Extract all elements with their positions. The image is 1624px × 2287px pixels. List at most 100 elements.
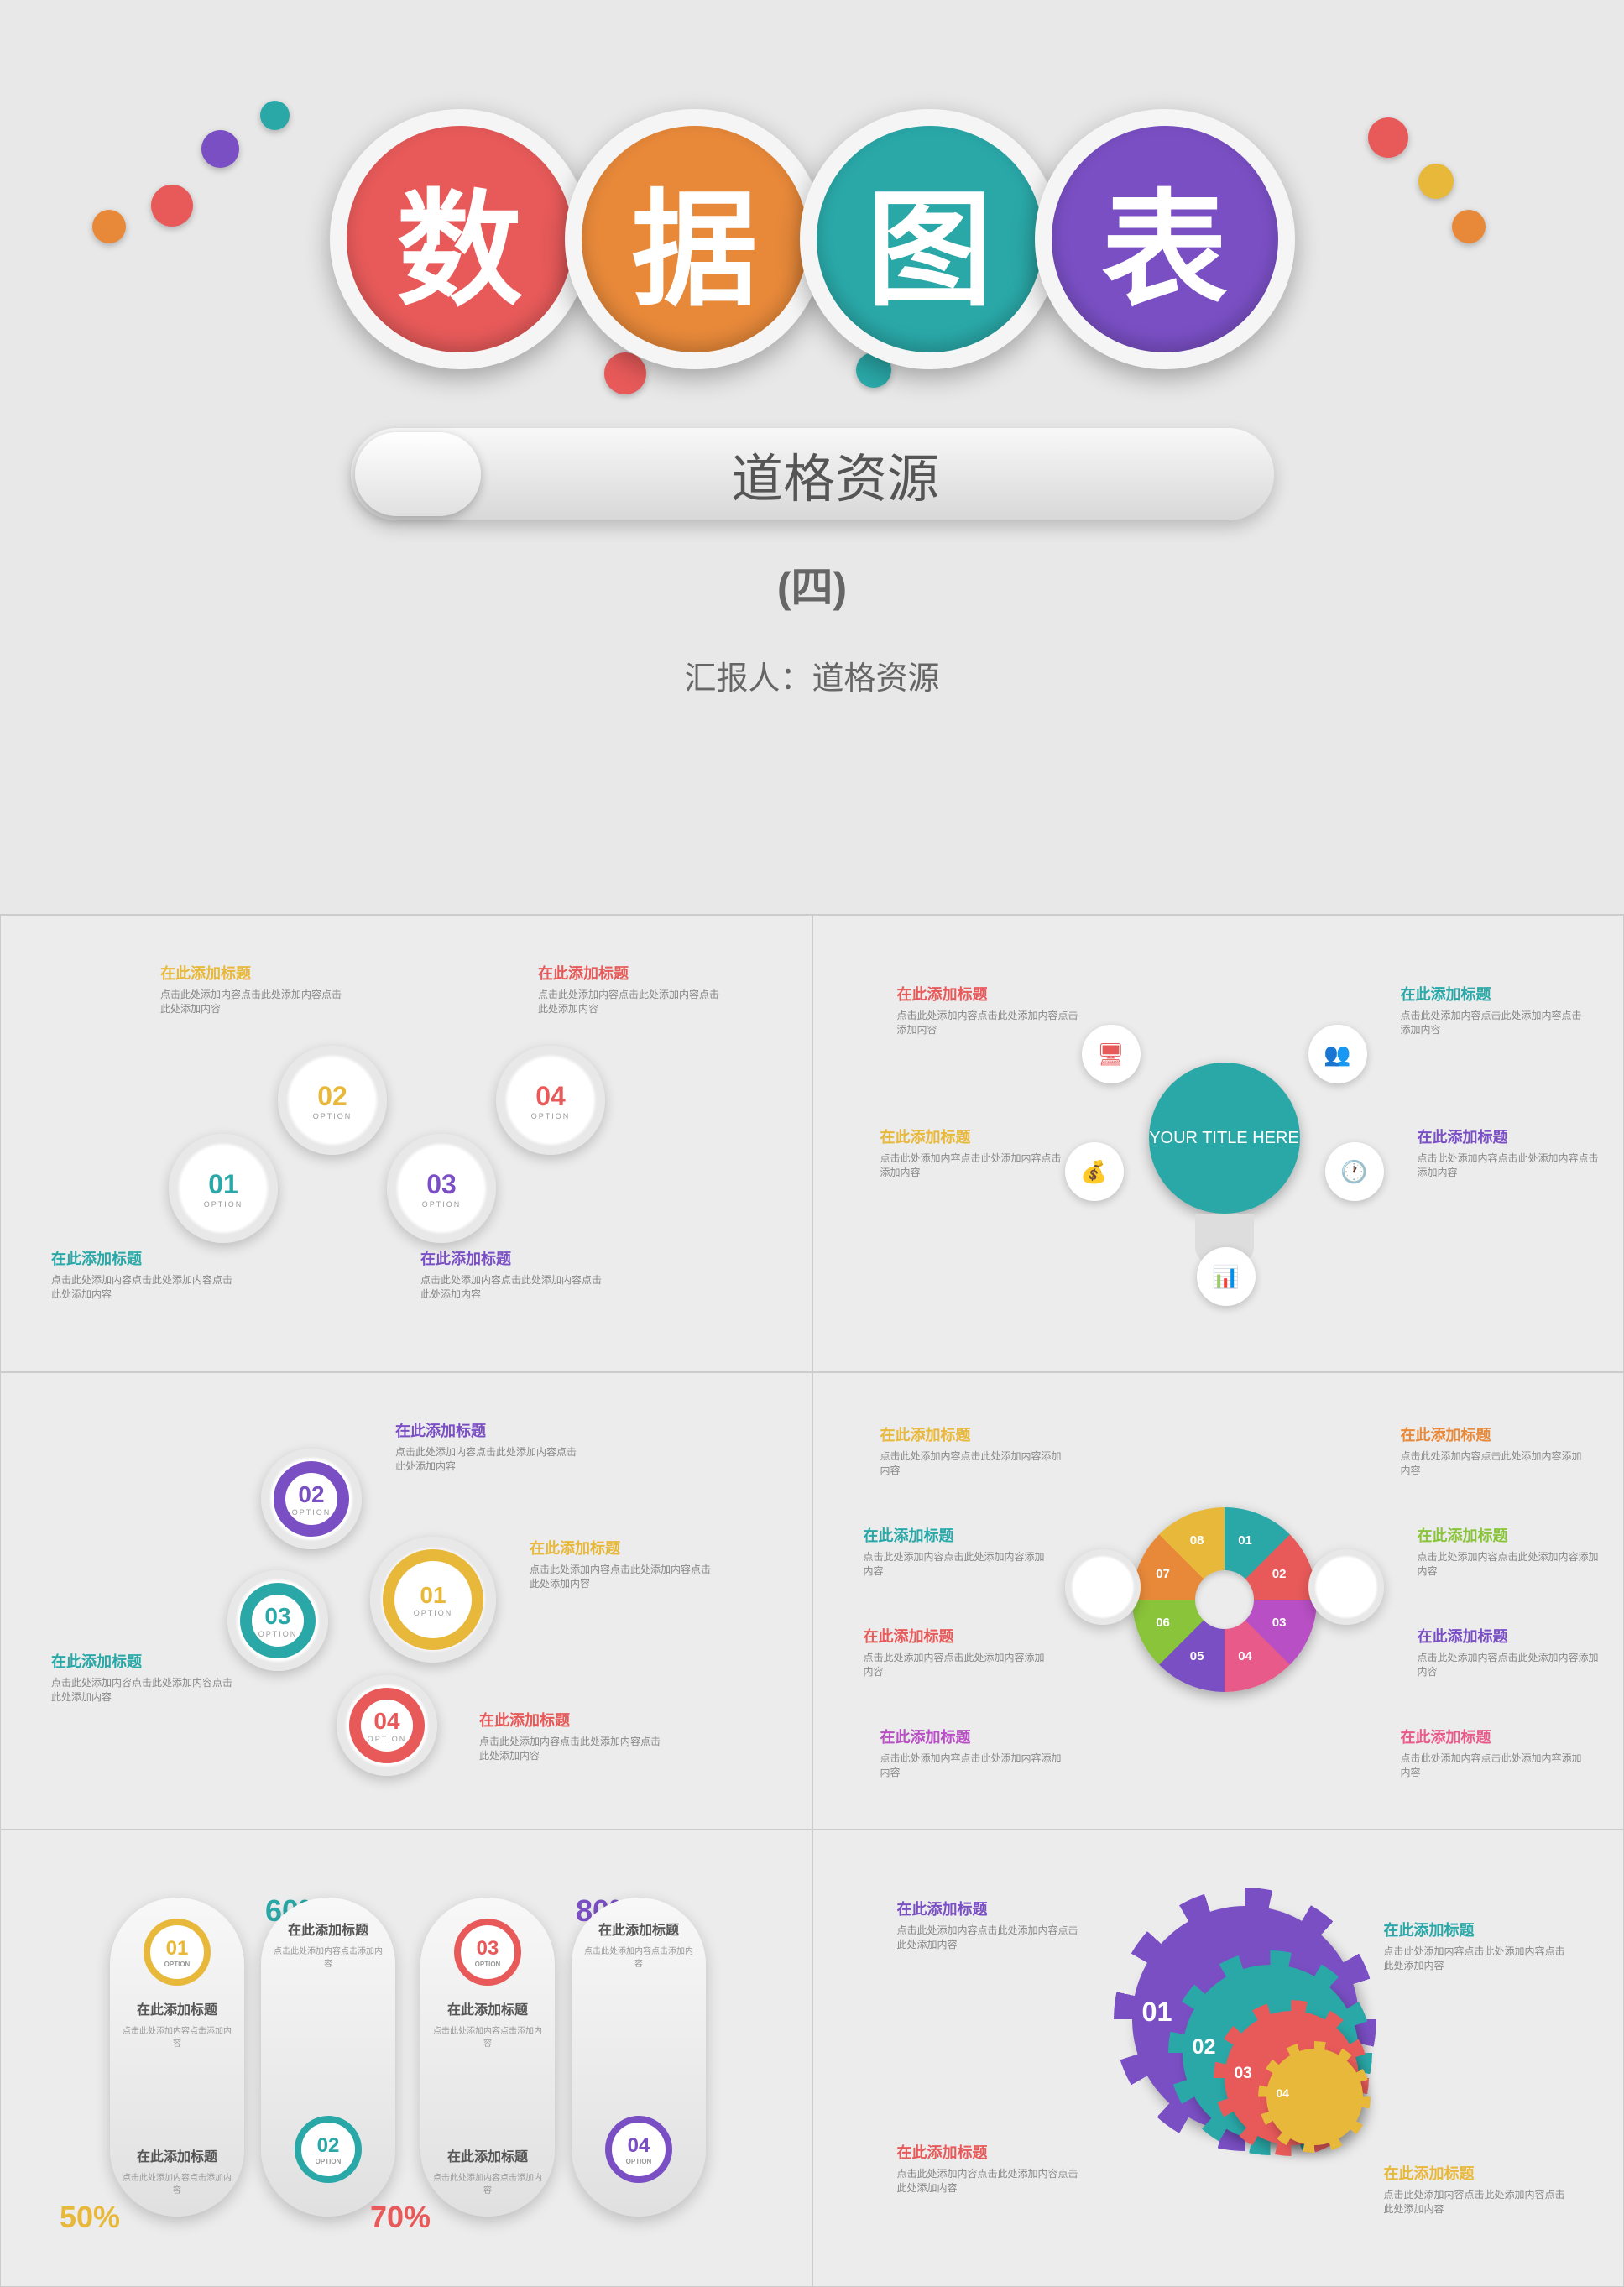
bulb-center: YOUR TITLE HERE	[1149, 1063, 1300, 1214]
label: 在此添加标题 点击此处添加内容点击此处添加内容点击此处添加内容	[538, 962, 723, 1016]
gear-number: 02	[317, 1081, 347, 1112]
label: 在此添加标题 点击此处添加内容点击此处添加内容添加内容	[1418, 1524, 1602, 1579]
slide-2-bulb: YOUR TITLE HERE 🖥👥💰🕐📊 在此添加标题 点击此处添加内容点击此…	[812, 915, 1624, 1372]
capsule-title: 在此添加标题	[137, 1998, 217, 2018]
capsule-desc: 点击此处添加内容点击添加内容	[274, 1944, 383, 1969]
segment-wheel: 0102030405060708	[1132, 1507, 1317, 1692]
label-desc: 点击此处添加内容点击此处添加内容添加内容	[864, 1651, 1048, 1679]
capsule-desc: 点击此处添加内容点击添加内容	[433, 2023, 542, 2049]
label-desc: 点击此处添加内容点击此处添加内容点击添加内容	[1418, 1151, 1602, 1180]
side-gear-icon	[1065, 1549, 1141, 1625]
label-desc: 点击此处添加内容点击此处添加内容点击此处添加内容	[1384, 1945, 1569, 1973]
label-desc: 点击此处添加内容点击此处添加内容点击此处添加内容	[479, 1735, 664, 1763]
gear-option: OPTION	[422, 1200, 462, 1209]
gear3d-teeth	[1258, 2041, 1370, 2153]
segment-num: 05	[1190, 1649, 1204, 1663]
gear-number: 01	[208, 1169, 238, 1200]
label-desc: 点击此处添加内容点击此处添加内容点击此处添加内容	[1384, 2188, 1569, 2217]
label: 在此添加标题 点击此处添加内容点击此处添加内容点击此处添加内容	[897, 2141, 1082, 2196]
label: 在此添加标题 点击此处添加内容点击此处添加内容点击此处添加内容	[530, 1537, 714, 1591]
slide-6-gears3d: 01 02 03 04 在此添加标题 点击此处添加内容点击此处添加内容点击此处添…	[812, 1830, 1624, 2287]
slide-1-gears: 01 OPTION 02 OPTION 03 OPTION 04 OPTION …	[0, 915, 812, 1372]
gear3d-num: 03	[1235, 2065, 1252, 2083]
label-desc: 点击此处添加内容点击此处添加内容点击此处添加内容	[420, 1273, 605, 1302]
label-desc: 点击此处添加内容点击此处添加内容点击此处添加内容	[897, 1924, 1082, 1952]
label-desc: 点击此处添加内容点击此处添加内容点击此处添加内容	[51, 1273, 236, 1302]
label-title: 在此添加标题	[395, 1419, 580, 1441]
label: 在此添加标题 点击此处添加内容点击此处添加内容点击此处添加内容	[395, 1419, 580, 1474]
label-title: 在此添加标题	[1418, 1524, 1602, 1546]
ring-gear-icon: 01OPTION	[370, 1537, 496, 1663]
gear-icon: 01 OPTION	[169, 1134, 278, 1243]
label: 在此添加标题 点击此处添加内容点击此处添加内容添加内容	[1401, 1726, 1585, 1780]
label: 在此添加标题 点击此处添加内容点击此处添加内容添加内容	[1401, 1423, 1585, 1478]
ring-number: 01OPTION	[414, 1582, 453, 1617]
label-desc: 点击此处添加内容点击此处添加内容点击此处添加内容	[897, 2167, 1082, 2196]
label-desc: 点击此处添加内容点击此处添加内容添加内容	[880, 1449, 1065, 1478]
percent-bottom: 50%	[60, 2200, 120, 2235]
label-title: 在此添加标题	[1401, 1726, 1585, 1747]
slide-5-capsules: 60%50% 01OPTION 在此添加标题 点击此处添加内容点击添加内容 在此…	[0, 1830, 812, 2287]
feature-icon: 🖥	[1082, 1025, 1141, 1083]
capsule-desc: 点击此处添加内容点击添加内容	[433, 2170, 542, 2196]
capsule-title: 在此添加标题	[137, 2145, 217, 2165]
label-title: 在此添加标题	[1401, 983, 1585, 1005]
dot	[1452, 210, 1486, 243]
gear-icon: 04 OPTION	[496, 1046, 605, 1155]
label-desc: 点击此处添加内容点击此处添加内容点击添加内容	[897, 1009, 1082, 1037]
slide-4-wheel: 0102030405060708 在此添加标题 点击此处添加内容点击此处添加内容…	[812, 1372, 1624, 1830]
feature-icon: 🕐	[1325, 1142, 1384, 1201]
label-desc: 点击此处添加内容点击此处添加内容添加内容	[864, 1550, 1048, 1579]
feature-icon: 💰	[1065, 1142, 1124, 1201]
label: 在此添加标题 点击此处添加内容点击此处添加内容点击此处添加内容	[420, 1247, 605, 1302]
ring-number: 03OPTION	[258, 1603, 298, 1638]
title-circles: 数据图表	[342, 109, 1282, 369]
label: 在此添加标题 点击此处添加内容点击此处添加内容点击添加内容	[1418, 1125, 1602, 1180]
capsule-desc: 点击此处添加内容点击添加内容	[123, 2023, 232, 2049]
feature-icon: 👥	[1308, 1025, 1367, 1083]
capsule-badge: 02OPTION	[295, 2116, 362, 2183]
segment-num: 04	[1238, 1649, 1252, 1663]
label: 在此添加标题 点击此处添加内容点击此处添加内容点击此处添加内容	[51, 1247, 236, 1302]
gear3d-icon: 04	[1266, 2049, 1363, 2145]
label-title: 在此添加标题	[880, 1726, 1065, 1747]
segment-num: 07	[1156, 1567, 1170, 1581]
ring-gear-icon: 04OPTION	[337, 1675, 437, 1776]
title-circle-0: 数	[330, 109, 590, 369]
ring-number: 02OPTION	[292, 1481, 332, 1517]
label-title: 在此添加标题	[1401, 1423, 1585, 1445]
page: 数据图表 道格资源 (四) 汇报人：道格资源 01 OPTION 02 OPTI…	[0, 0, 1624, 2287]
dot	[151, 185, 193, 227]
ring-gear-icon: 02OPTION	[261, 1449, 362, 1549]
label-title: 在此添加标题	[530, 1537, 714, 1559]
capsule-desc: 点击此处添加内容点击添加内容	[123, 2170, 232, 2196]
subtitle-pill: 道格资源	[351, 428, 1274, 520]
title-circle-2: 图	[800, 109, 1060, 369]
label: 在此添加标题 点击此处添加内容点击此处添加内容点击此处添加内容	[479, 1709, 664, 1763]
label-title: 在此添加标题	[1418, 1625, 1602, 1647]
label-desc: 点击此处添加内容点击此处添加内容添加内容	[1401, 1752, 1585, 1780]
label-title: 在此添加标题	[897, 1898, 1082, 1919]
dot	[201, 130, 239, 168]
label: 在此添加标题 点击此处添加内容点击此处添加内容点击添加内容	[880, 1125, 1065, 1180]
label-desc: 点击此处添加内容点击此处添加内容点击添加内容	[1401, 1009, 1585, 1037]
label: 在此添加标题 点击此处添加内容点击此处添加内容点击此处添加内容	[1384, 1919, 1569, 1973]
percent-bottom: 70%	[370, 2200, 431, 2235]
ring-gear-icon: 03OPTION	[227, 1570, 328, 1671]
label: 在此添加标题 点击此处添加内容点击此处添加内容点击此处添加内容	[897, 1898, 1082, 1952]
label-desc: 点击此处添加内容点击此处添加内容点击添加内容	[880, 1151, 1065, 1180]
segment-num: 08	[1190, 1533, 1204, 1548]
label: 在此添加标题 点击此处添加内容点击此处添加内容添加内容	[864, 1524, 1048, 1579]
label: 在此添加标题 点击此处添加内容点击此处添加内容添加内容	[1418, 1625, 1602, 1679]
capsule: 在此添加标题 点击此处添加内容点击添加内容 02OPTION	[261, 1898, 395, 2217]
hero-slide: 数据图表 道格资源 (四) 汇报人：道格资源	[0, 0, 1624, 915]
label: 在此添加标题 点击此处添加内容点击此处添加内容添加内容	[880, 1726, 1065, 1780]
capsule-title: 在此添加标题	[288, 1919, 368, 1939]
dot	[1418, 164, 1454, 199]
label: 在此添加标题 点击此处添加内容点击此处添加内容点击添加内容	[897, 983, 1082, 1037]
title-circle-1: 据	[565, 109, 825, 369]
slide-3-rings: 01OPTION 02OPTION 03OPTION 04OPTION 在此添加…	[0, 1372, 812, 1830]
label: 在此添加标题 点击此处添加内容点击此处添加内容添加内容	[864, 1625, 1048, 1679]
label-desc: 点击此处添加内容点击此处添加内容添加内容	[880, 1752, 1065, 1780]
label: 在此添加标题 点击此处添加内容点击此处添加内容点击此处添加内容	[51, 1650, 236, 1705]
